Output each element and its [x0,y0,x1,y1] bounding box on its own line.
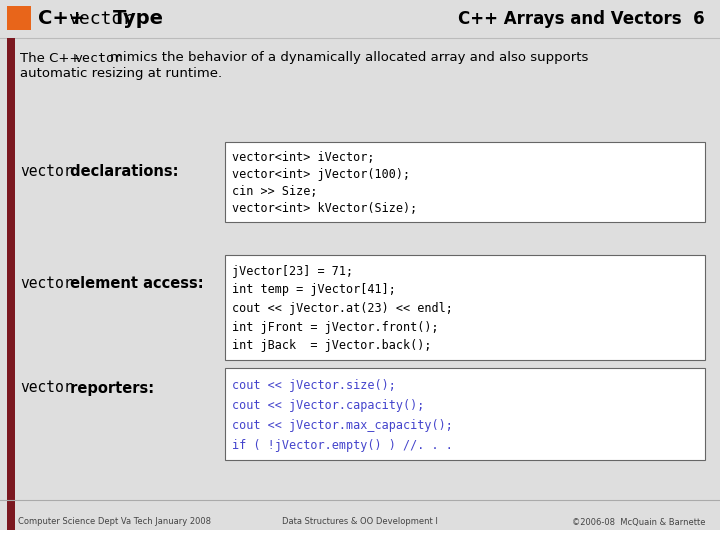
Text: C++: C++ [38,10,86,29]
Text: cin >> Size;: cin >> Size; [232,185,318,198]
Text: C++ Arrays and Vectors  6: C++ Arrays and Vectors 6 [459,10,705,28]
Text: vector<int> jVector(100);: vector<int> jVector(100); [232,168,410,181]
Text: cout << jVector.capacity();: cout << jVector.capacity(); [232,399,424,411]
Text: mimics the behavior of a dynamically allocated array and also supports: mimics the behavior of a dynamically all… [110,51,588,64]
Bar [0,0,720,38]
Text: vector: vector [20,275,73,291]
Text: vector: vector [20,165,73,179]
Text: Computer Science Dept Va Tech January 2008: Computer Science Dept Va Tech January 20… [18,517,211,526]
Text: element access:: element access: [65,275,204,291]
Text: cout << jVector.at(23) << endl;: cout << jVector.at(23) << endl; [232,302,453,315]
Bar [7,38,15,530]
FancyBboxPatch shape [225,255,705,360]
Text: Data Structures & OO Development I: Data Structures & OO Development I [282,517,438,526]
Text: declarations:: declarations: [65,165,179,179]
Text: int temp = jVector[41];: int temp = jVector[41]; [232,284,396,296]
Text: cout << jVector.max_capacity();: cout << jVector.max_capacity(); [232,418,453,431]
Text: if ( !jVector.empty() ) //. . .: if ( !jVector.empty() ) //. . . [232,438,453,451]
Text: automatic resizing at runtime.: automatic resizing at runtime. [20,68,222,80]
Text: cout << jVector.size();: cout << jVector.size(); [232,379,396,392]
Text: vector<int> kVector(Size);: vector<int> kVector(Size); [232,202,418,215]
Bar [7,6,31,30]
FancyBboxPatch shape [225,368,705,460]
Text: vector: vector [74,51,122,64]
Text: vector: vector [68,10,133,28]
Text: reporters:: reporters: [65,381,154,395]
Text: Type: Type [113,10,164,29]
Text: ©2006-08  McQuain & Barnette: ©2006-08 McQuain & Barnette [572,517,705,526]
FancyBboxPatch shape [225,142,705,222]
Text: int jFront = jVector.front();: int jFront = jVector.front(); [232,321,438,334]
Text: int jBack  = jVector.back();: int jBack = jVector.back(); [232,339,431,352]
Text: vector<int> iVector;: vector<int> iVector; [232,151,374,164]
Text: vector: vector [20,381,73,395]
Text: The C++: The C++ [20,51,81,64]
Text: jVector[23] = 71;: jVector[23] = 71; [232,265,353,278]
